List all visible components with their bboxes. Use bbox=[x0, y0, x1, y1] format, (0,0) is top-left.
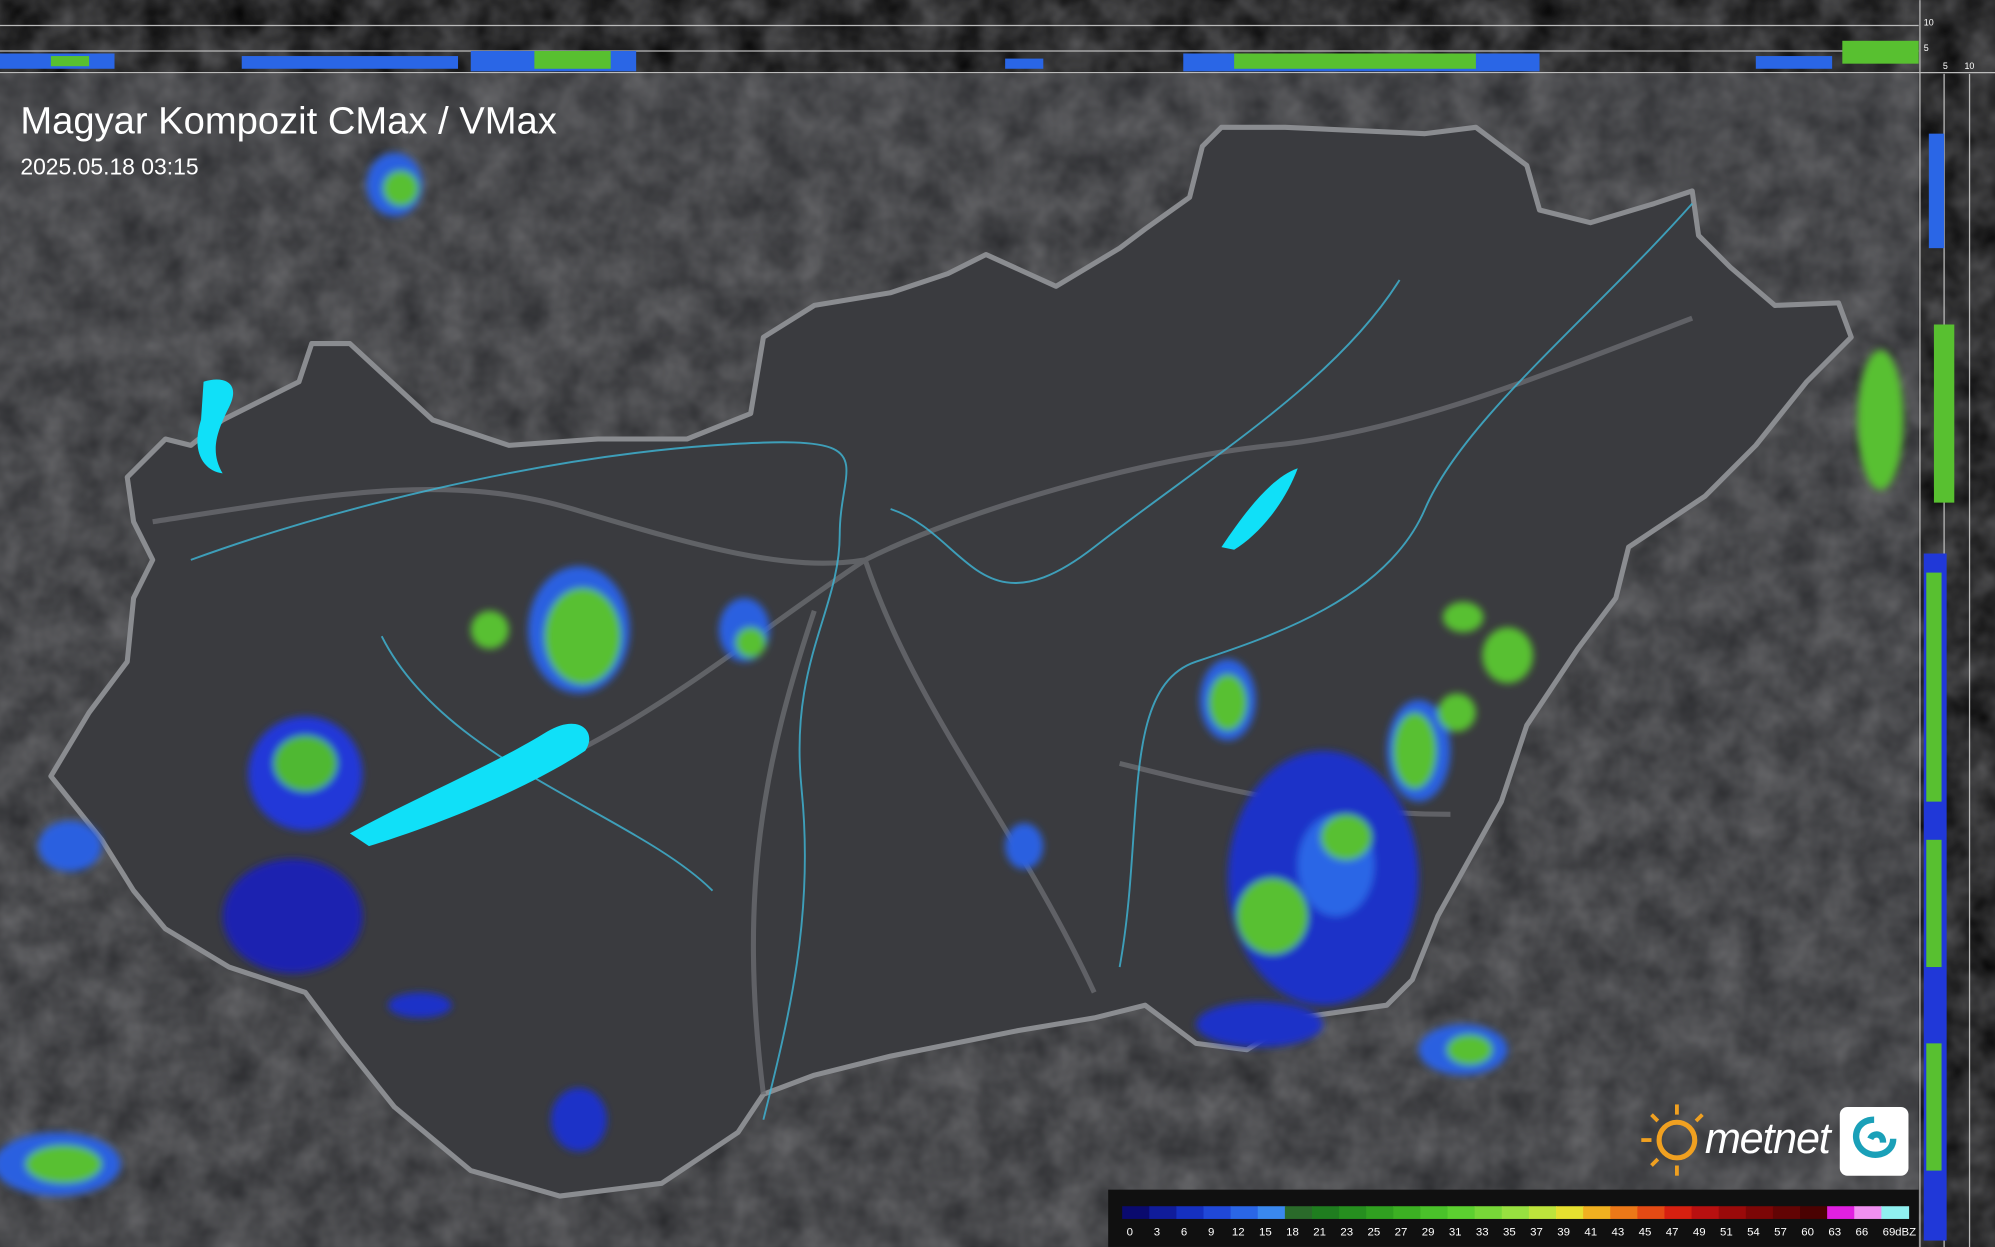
logo-text: metnet bbox=[1705, 1115, 1833, 1163]
legend-label: 49 bbox=[1693, 1226, 1706, 1238]
rivers bbox=[190, 202, 1693, 1120]
legend-label: 39 bbox=[1557, 1226, 1570, 1238]
legend-label: 35 bbox=[1503, 1226, 1516, 1238]
side-axis-label: 10 bbox=[1964, 61, 1974, 71]
legend-label: 45 bbox=[1639, 1226, 1652, 1238]
legend-swatch bbox=[1203, 1206, 1232, 1219]
legend-swatch bbox=[1800, 1206, 1828, 1219]
map-title: Magyar Kompozit CMax / VMax bbox=[20, 100, 556, 143]
side-profile: 5 10 bbox=[1919, 0, 1974, 1247]
legend-swatch bbox=[1610, 1206, 1638, 1219]
legend-label: 63 bbox=[1828, 1226, 1841, 1238]
legend-label: 29 bbox=[1422, 1226, 1435, 1238]
legend-swatch bbox=[1284, 1206, 1313, 1219]
legend-label: 60 bbox=[1801, 1226, 1814, 1238]
logo: metnet bbox=[1641, 1104, 1909, 1176]
legend-swatch bbox=[1664, 1206, 1693, 1219]
side-axis-label: 5 bbox=[1943, 61, 1948, 71]
legend-label: 41 bbox=[1584, 1226, 1597, 1238]
legend-label: 0 bbox=[1127, 1226, 1133, 1238]
legend-label: 31 bbox=[1449, 1226, 1462, 1238]
top-profile: 10 5 bbox=[0, 18, 1995, 74]
legend-label: 43 bbox=[1611, 1226, 1624, 1238]
legend-swatch bbox=[1311, 1206, 1340, 1219]
legend-swatch bbox=[1366, 1206, 1394, 1219]
legend-label: 3 bbox=[1154, 1226, 1160, 1238]
legend-swatch bbox=[1176, 1206, 1205, 1219]
legend-swatch bbox=[1772, 1206, 1801, 1219]
legend-swatch bbox=[1637, 1206, 1666, 1219]
legend-swatch bbox=[1501, 1206, 1530, 1219]
legend-unit: dBZ bbox=[1895, 1226, 1916, 1238]
legend-swatch bbox=[1881, 1206, 1910, 1219]
legend-swatch bbox=[1745, 1206, 1774, 1219]
legend-swatch bbox=[1827, 1206, 1855, 1219]
legend-label: 25 bbox=[1367, 1226, 1380, 1238]
legend-swatch bbox=[1528, 1206, 1557, 1219]
map-area: Magyar Kompozit CMax / VMax 2025.05.18 0… bbox=[0, 73, 1919, 1247]
legend-label: 6 bbox=[1181, 1226, 1187, 1238]
legend-swatch bbox=[1393, 1206, 1422, 1219]
legend-swatch bbox=[1583, 1206, 1611, 1219]
legend-label: 23 bbox=[1340, 1226, 1353, 1238]
legend-swatch bbox=[1854, 1206, 1883, 1219]
legend-swatch bbox=[1447, 1206, 1476, 1219]
legend-label: 66 bbox=[1856, 1226, 1869, 1238]
legend-swatch bbox=[1149, 1206, 1178, 1219]
legend-label: 15 bbox=[1259, 1226, 1272, 1238]
legend-label: 12 bbox=[1232, 1226, 1245, 1238]
legend-label: 21 bbox=[1313, 1226, 1326, 1238]
legend-label: 18 bbox=[1286, 1226, 1299, 1238]
legend-swatch bbox=[1122, 1206, 1150, 1219]
legend-label: 33 bbox=[1476, 1226, 1489, 1238]
timestamp: 2025.05.18 03:15 bbox=[20, 153, 198, 179]
legend-label: 51 bbox=[1720, 1226, 1733, 1238]
legend-swatch bbox=[1474, 1206, 1503, 1219]
legend-swatch bbox=[1339, 1206, 1367, 1219]
legend: 0 3 6 9 12 15 18 21 23 25 27 29 31 33 35 37 39 41 43 45 47 49… bbox=[1122, 1206, 1916, 1238]
legend-swatch bbox=[1230, 1206, 1259, 1219]
legend-label: 27 bbox=[1395, 1226, 1408, 1238]
radar-echoes bbox=[0, 152, 1904, 1197]
legend-label: 54 bbox=[1747, 1226, 1760, 1238]
legend-swatch bbox=[1420, 1206, 1449, 1219]
top-axis-label: 10 bbox=[1924, 18, 1934, 28]
legend-label: 9 bbox=[1208, 1226, 1214, 1238]
top-axis-label: 5 bbox=[1924, 43, 1929, 53]
lakes bbox=[197, 379, 1298, 847]
legend-swatch bbox=[1556, 1206, 1584, 1219]
legend-swatch bbox=[1257, 1206, 1286, 1219]
legend-label: 69 bbox=[1883, 1226, 1896, 1238]
legend-label: 47 bbox=[1666, 1226, 1679, 1238]
legend-label: 57 bbox=[1774, 1226, 1787, 1238]
legend-label: 37 bbox=[1530, 1226, 1543, 1238]
legend-swatch bbox=[1718, 1206, 1747, 1219]
legend-swatch bbox=[1691, 1206, 1720, 1219]
